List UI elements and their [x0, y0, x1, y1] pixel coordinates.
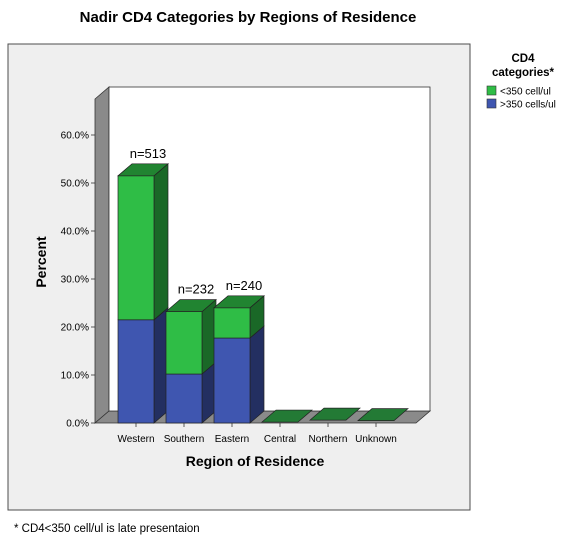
x-tick-label: Central	[264, 434, 296, 445]
n-label: n=232	[178, 282, 215, 297]
bar-western-lt350-side	[153, 163, 169, 321]
y-tick-label: 0.0%	[66, 419, 89, 430]
x-axis: Western Southern Eastern Central Northern Unk…	[117, 423, 397, 445]
plot-left-wall	[94, 86, 110, 424]
legend-swatch-lt350	[486, 85, 497, 96]
x-tick-label: Unknown	[355, 434, 397, 445]
n-annotations: n=513 n=232 n=240	[130, 146, 263, 297]
y-tick-label: 40.0%	[61, 227, 89, 238]
bar-central-top	[261, 409, 313, 423]
x-axis-title: Region of Residence	[186, 453, 325, 469]
bar-western-lt350	[117, 175, 155, 321]
legend: CD4 categories* <350 cell/ul >350 cells/…	[486, 53, 556, 111]
y-tick-label: 20.0%	[61, 323, 89, 334]
y-axis: 0.0% 10.0% 20.0% 30.0% 40.0% 50.0% 60.0%	[61, 131, 95, 430]
y-tick-label: 60.0%	[61, 131, 89, 142]
y-tick-label: 30.0%	[61, 275, 89, 286]
bar-southern-lt350	[165, 311, 203, 375]
bars	[117, 163, 409, 424]
bar-southern-top	[165, 299, 217, 312]
n-label: n=240	[226, 278, 263, 293]
x-tick-label: Northern	[309, 434, 348, 445]
y-tick-label: 50.0%	[61, 179, 89, 190]
bar-northern-top	[309, 407, 361, 421]
bar-eastern-top	[213, 295, 265, 309]
bar-eastern-gt350	[213, 337, 251, 424]
x-tick-label: Southern	[164, 434, 205, 445]
bar-eastern-lt350	[213, 307, 251, 339]
bar-western-top	[117, 163, 169, 177]
legend-label-gt350: >350 cells/ul	[500, 100, 556, 111]
bar-unknown-top	[357, 408, 409, 421]
legend-title-line2: categories*	[492, 67, 555, 79]
x-tick-label: Eastern	[215, 434, 249, 445]
footnote: * CD4<350 cell/ul is late presentaion	[14, 523, 200, 535]
chart-title: Nadir CD4 Categories by Regions of Resid…	[80, 9, 417, 26]
bar-eastern-gt350-side	[249, 325, 265, 424]
n-label: n=513	[130, 146, 167, 161]
y-axis-title: Percent	[33, 236, 49, 288]
bar-western-gt350	[117, 319, 155, 424]
legend-label-lt350: <350 cell/ul	[500, 87, 551, 98]
bar-southern-gt350	[165, 373, 203, 424]
legend-swatch-gt350	[486, 98, 497, 109]
y-tick-label: 10.0%	[61, 371, 89, 382]
x-tick-label: Western	[117, 434, 154, 445]
legend-title-line1: CD4	[511, 53, 535, 65]
